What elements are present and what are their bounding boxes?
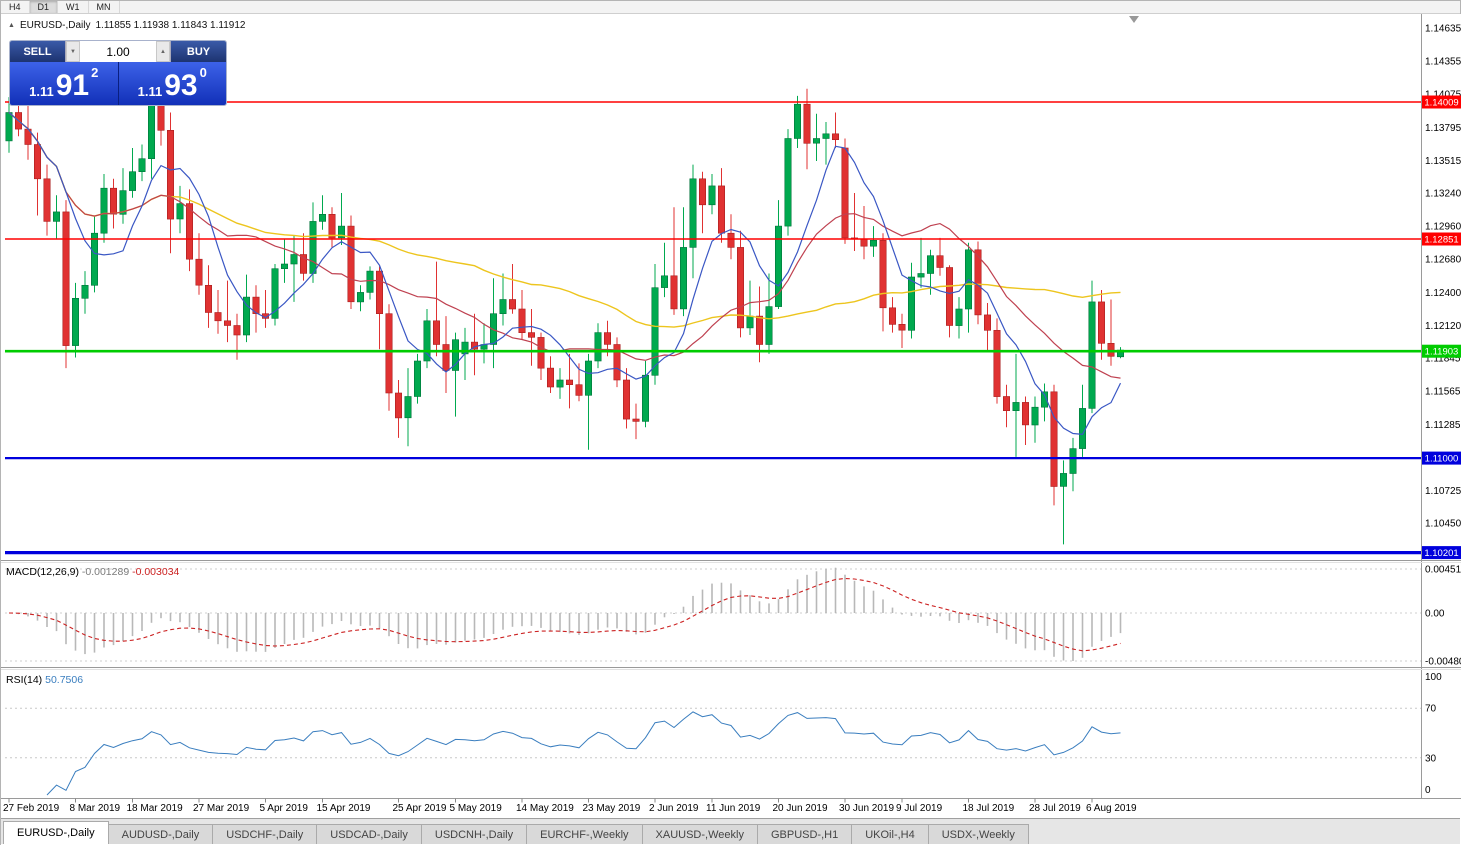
svg-text:1.11845: 1.11845	[1425, 354, 1461, 365]
svg-text:6 Aug 2019: 6 Aug 2019	[1086, 803, 1137, 814]
time-axis[interactable]: 27 Feb 2019 8 Mar 2019 18 Mar 2019 27 Mar 2…	[3, 798, 1137, 815]
svg-text:30 Jun 2019: 30 Jun 2019	[839, 803, 894, 814]
svg-text:30: 30	[1425, 753, 1437, 764]
svg-text:1.10450: 1.10450	[1425, 519, 1461, 530]
price-badges: 1.14009 1.12851 1.11903 1.11000 1.10201	[1422, 95, 1461, 560]
chart-tab-bar: EURUSD-,Daily AUDUSD-,Daily USDCHF-,Daily U…	[1, 818, 1460, 844]
chart-tab-gbpusd-h1[interactable]: GBPUSD-,H1	[756, 824, 853, 844]
sell-price-prefix: 1.11	[29, 83, 54, 99]
buy-price-big: 93	[164, 69, 198, 102]
svg-text:1.12120: 1.12120	[1425, 321, 1461, 332]
svg-text:9 Jul 2019: 9 Jul 2019	[896, 803, 943, 814]
chart-tab-usdchf-daily[interactable]: USDCHF-,Daily	[212, 824, 318, 844]
chart-tab-audusd-daily[interactable]: AUDUSD-,Daily	[107, 824, 214, 844]
svg-text:RSI(14) 50.7506: RSI(14) 50.7506	[6, 674, 83, 686]
svg-text:1.11565: 1.11565	[1425, 387, 1461, 398]
sell-price-display[interactable]: 1.11 91 2	[10, 62, 119, 105]
svg-text:27 Mar 2019: 27 Mar 2019	[193, 803, 250, 814]
svg-text:20 Jun 2019: 20 Jun 2019	[773, 803, 828, 814]
svg-text:14 May 2019: 14 May 2019	[516, 803, 574, 814]
one-click-toggle-icon[interactable]: ▲	[8, 22, 15, 29]
svg-text:1.14635: 1.14635	[1425, 23, 1461, 34]
svg-text:1.12851: 1.12851	[1424, 235, 1458, 246]
chart-tab-usdx-weekly[interactable]: USDX-,Weekly	[927, 824, 1029, 844]
timeframe-button-d1[interactable]: D1	[29, 1, 59, 13]
chart-title-ohlc: 1.11855 1.11938 1.11843 1.11912	[95, 20, 246, 31]
price-shift-marker[interactable]	[1129, 16, 1139, 23]
svg-text:2 Jun 2019: 2 Jun 2019	[649, 803, 699, 814]
svg-text:5 Apr 2019: 5 Apr 2019	[260, 803, 309, 814]
svg-text:18 Jul 2019: 18 Jul 2019	[963, 803, 1015, 814]
sell-price-sup: 2	[91, 65, 99, 80]
volume-input[interactable]: 1.00	[106, 44, 130, 59]
volume-decrease-button[interactable]: ▼	[66, 41, 80, 62]
one-click-trading-panel: SELL ▼ 1.00 ▲ BUY 1.11 91 2 1.11 93 0	[9, 40, 227, 106]
svg-text:15 Apr 2019: 15 Apr 2019	[317, 803, 371, 814]
chart-tab-usdcnh-daily[interactable]: USDCNH-,Daily	[420, 824, 528, 844]
svg-text:1.12680: 1.12680	[1425, 255, 1461, 266]
macd-panel: 0.004517 0.00 -0.004806 MACD(12,26,9) -0.00…	[5, 565, 1461, 668]
svg-text:1.11000: 1.11000	[1425, 454, 1459, 465]
timeframe-toolbar: H4 D1 W1 MN	[1, 1, 1460, 14]
svg-text:5 May 2019: 5 May 2019	[450, 803, 503, 814]
volume-increase-button[interactable]: ▲	[156, 41, 170, 62]
svg-text:1.13240: 1.13240	[1425, 189, 1461, 200]
svg-text:1.12960: 1.12960	[1425, 222, 1461, 233]
svg-text:1.13515: 1.13515	[1425, 156, 1461, 167]
chart-tab-ukoil-h4[interactable]: UKOil-,H4	[851, 824, 929, 844]
svg-text:1.11903: 1.11903	[1425, 347, 1459, 358]
svg-text:11 Jun 2019: 11 Jun 2019	[706, 803, 761, 814]
svg-text:1.11285: 1.11285	[1425, 420, 1461, 431]
svg-text:27 Feb 2019: 27 Feb 2019	[3, 803, 60, 814]
svg-text:1.12400: 1.12400	[1425, 288, 1461, 299]
svg-text:1.14355: 1.14355	[1425, 57, 1461, 68]
buy-button[interactable]: BUY	[171, 41, 226, 62]
svg-text:MACD(12,26,9) -0.001289 -0.003: MACD(12,26,9) -0.001289 -0.003034	[6, 566, 180, 578]
svg-text:0.004517: 0.004517	[1425, 565, 1461, 576]
svg-text:1.10201: 1.10201	[1424, 548, 1458, 559]
buy-price-display[interactable]: 1.11 93 0	[118, 62, 226, 105]
svg-text:1.14075: 1.14075	[1425, 90, 1461, 101]
horizontal-lines[interactable]	[5, 101, 1421, 555]
svg-text:23 May 2019: 23 May 2019	[583, 803, 641, 814]
rsi-panel: 100 70 30 0 RSI(14) 50.7506	[5, 672, 1442, 796]
chart-tab-eurusd-daily[interactable]: EURUSD-,Daily	[3, 821, 109, 844]
svg-text:0.00: 0.00	[1425, 609, 1445, 620]
sell-price-big: 91	[55, 69, 90, 102]
svg-text:28 Jul 2019: 28 Jul 2019	[1029, 803, 1081, 814]
svg-text:70: 70	[1425, 704, 1437, 715]
svg-text:25 Apr 2019: 25 Apr 2019	[393, 803, 447, 814]
sell-button[interactable]: SELL	[10, 41, 65, 62]
volume-spinner: ▼ 1.00 ▲	[65, 41, 171, 62]
timeframe-button-w1[interactable]: W1	[58, 1, 89, 13]
svg-text:1.13795: 1.13795	[1425, 123, 1461, 134]
buy-price-prefix: 1.11	[137, 83, 163, 99]
svg-text:8 Mar 2019: 8 Mar 2019	[70, 803, 121, 814]
svg-text:0: 0	[1425, 785, 1431, 796]
svg-text:18 Mar 2019: 18 Mar 2019	[127, 803, 184, 814]
svg-text:1.14009: 1.14009	[1424, 98, 1458, 109]
chart-tab-eurchf-weekly[interactable]: EURCHF-,Weekly	[526, 824, 643, 844]
svg-text:100: 100	[1425, 672, 1442, 683]
chart-tab-usdcad-daily[interactable]: USDCAD-,Daily	[316, 824, 422, 844]
chart-title-symbol: EURUSD-,Daily	[19, 20, 91, 31]
timeframe-button-mn[interactable]: MN	[89, 1, 120, 13]
chart-header: ▲ EURUSD-,Daily 1.11855 1.11938 1.11843 …	[8, 20, 245, 31]
svg-text:1.10725: 1.10725	[1425, 486, 1461, 497]
buy-price-sup: 0	[199, 65, 207, 80]
chart-background	[1, 14, 1461, 846]
svg-text:-0.004806: -0.004806	[1425, 657, 1461, 668]
chart-tab-xauusd-weekly[interactable]: XAUUSD-,Weekly	[641, 824, 758, 844]
timeframe-button-h4[interactable]: H4	[1, 1, 30, 13]
